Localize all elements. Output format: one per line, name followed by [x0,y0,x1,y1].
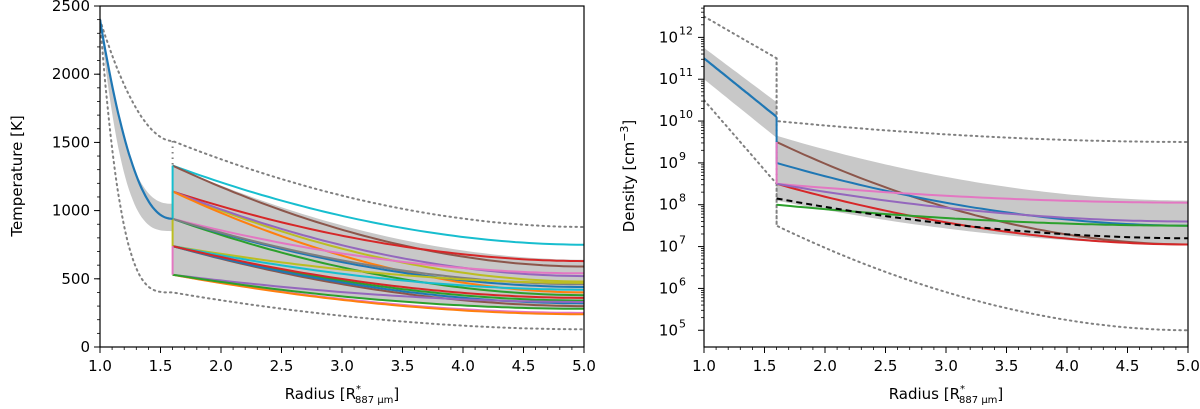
density-x-tick-label: 4.5 [1116,357,1140,375]
temperature-x-tick-label: 3.0 [330,357,354,375]
density-y-tick-label: 10 [659,28,678,46]
density-y-tick-exponent: 11 [679,66,693,79]
main-series-line [100,19,173,220]
series-line-11 [172,245,584,291]
density-x-tick-label: 5.0 [1176,357,1200,375]
uncertainty-band-inner [100,19,173,232]
temperature-plot-area [100,18,584,331]
bound-upper-dotted [100,18,584,228]
temperature-x-tick-label: 4.0 [451,357,475,375]
main-series-line [704,57,778,118]
density-y-tick-label: 10 [659,238,678,256]
temperature-x-tick-label: 2.0 [209,357,233,375]
density-x-tick-label: 3.0 [934,357,958,375]
density-x-tick-label: 2.5 [874,357,898,375]
series-line-15 [172,245,584,299]
density-y-tick-label: 10 [659,279,678,297]
series-line-6 [172,217,584,297]
temperature-x-tick-label: 1.5 [149,357,173,375]
temperature-y-tick-label: 2500 [52,0,90,15]
density-y-tick-label: 10 [659,112,678,130]
density-y-tick-exponent: 12 [679,24,693,37]
density-y-tick-exponent: 8 [679,192,686,205]
density-y-axis-label: Density [cm−3] [618,120,638,233]
temperature-x-tick-label: 3.5 [391,357,415,375]
temperature-y-tick-label: 1500 [52,133,90,151]
series-line-6 [776,197,1188,240]
density-x-tick-label: 1.5 [753,357,777,375]
temperature-x-tick-label: 5.0 [572,357,596,375]
uncertainty-band-outer [776,135,1188,245]
density-x-tick-label: 4.0 [1055,357,1079,375]
density-y-tick-label: 10 [659,154,678,172]
series-line-18 [172,273,584,316]
series-line-8 [172,217,584,275]
temperature-y-tick-label: 1000 [52,202,90,220]
series-line-5 [776,203,1188,227]
temperature-ticks: 1.0 1.5 2.0 2.5 3.0 3.5 4.0 4.5 5.0 0 500 1000 1500 2… [52,0,596,375]
series-line-4 [776,182,1188,223]
series-line-2 [172,190,584,283]
density-plot-area [704,15,1188,332]
density-y-tick-label: 10 [659,196,678,214]
density-x-tick-label: 1.0 [692,357,716,375]
temperature-x-tick-label: 1.0 [88,357,112,375]
density-y-tick-exponent: 6 [679,275,686,288]
temperature-y-tick-label: 2000 [52,65,90,83]
density-y-tick-label: 10 [659,70,678,88]
series-line-3 [776,182,1188,204]
temperature-x-tick-label: 2.5 [270,357,294,375]
density-x-tick-label: 3.5 [995,357,1019,375]
density-y-tick-label: 10 [659,321,678,339]
series-line-4 [172,190,584,278]
series-line-0 [776,141,1188,246]
series-line-16 [172,273,584,303]
series-line-0 [172,164,584,246]
series-line-10 [172,245,584,284]
bound-lower-dotted [704,99,1188,332]
temperature-x-axis-label: Radius [R* 887 μm] [285,384,400,406]
density-y-tick-exponent: 7 [679,234,686,247]
uncertainty-band-inner [704,47,777,138]
density-ticks: 1.0 1.5 2.0 2.5 3.0 3.5 4.0 4.5 5.010 510 610 710 81… [659,7,1200,375]
density-chart: 1.0 1.5 2.0 2.5 3.0 3.5 4.0 4.5 5.010 510 610 710 81… [618,5,1200,406]
density-x-tick-label: 2.0 [813,357,837,375]
series-line-1 [776,161,1188,227]
density-x-axis-label: Radius [R* 887 μm] [889,384,1004,406]
temperature-y-axis-label: Temperature [K] [8,115,26,237]
series-line-19 [172,273,584,310]
temperature-chart: 1.0 1.5 2.0 2.5 3.0 3.5 4.0 4.5 5.0 0 500 1000 1500 2… [8,0,596,406]
bound-upper-dotted [704,15,1188,143]
temperature-y-tick-label: 500 [61,270,90,288]
series-line-3 [172,190,584,263]
density-y-tick-exponent: 10 [679,108,693,121]
temperature-y-tick-label: 0 [80,338,90,356]
series-line-1 [172,164,584,268]
bound-lower-dotted [100,18,584,331]
series-line-2 [776,182,1188,246]
density-y-tick-exponent: 9 [679,150,686,163]
temperature-x-tick-label: 4.5 [512,357,536,375]
density-y-tick-exponent: 5 [679,317,686,330]
uncertainty-band-outer [172,165,584,309]
